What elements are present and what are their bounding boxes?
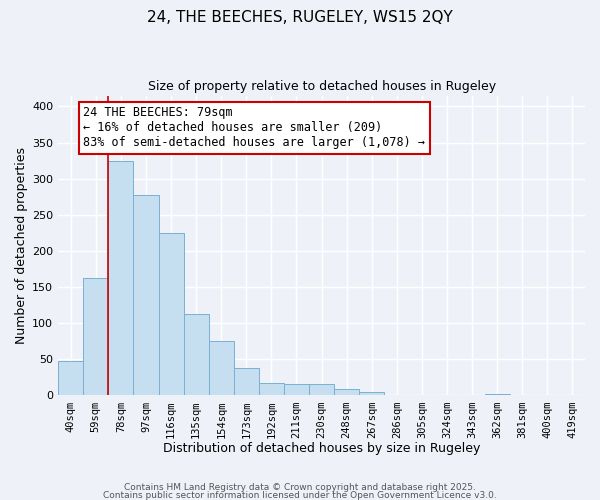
Text: 24, THE BEECHES, RUGELEY, WS15 2QY: 24, THE BEECHES, RUGELEY, WS15 2QY (147, 10, 453, 25)
Bar (58, 361, 83, 396)
X-axis label: Distribution of detached houses by size in Rugeley: Distribution of detached houses by size … (163, 442, 480, 455)
Bar (109, 160, 133, 396)
Text: Contains HM Land Registry data © Crown copyright and database right 2025.: Contains HM Land Registry data © Crown c… (124, 484, 476, 492)
Bar (209, 342, 234, 396)
Bar (133, 194, 158, 396)
Text: Contains public sector information licensed under the Open Government Licence v3: Contains public sector information licen… (103, 490, 497, 500)
Bar (485, 394, 510, 396)
Bar (158, 233, 184, 396)
Bar (359, 392, 384, 396)
Bar (334, 389, 359, 396)
Bar (309, 384, 334, 396)
Bar (259, 383, 284, 396)
Y-axis label: Number of detached properties: Number of detached properties (15, 147, 28, 344)
Bar (284, 384, 309, 396)
Bar (184, 314, 209, 396)
Bar (83, 278, 109, 396)
Bar (234, 368, 259, 396)
Title: Size of property relative to detached houses in Rugeley: Size of property relative to detached ho… (148, 80, 496, 93)
Text: 24 THE BEECHES: 79sqm
← 16% of detached houses are smaller (209)
83% of semi-det: 24 THE BEECHES: 79sqm ← 16% of detached … (83, 106, 425, 150)
